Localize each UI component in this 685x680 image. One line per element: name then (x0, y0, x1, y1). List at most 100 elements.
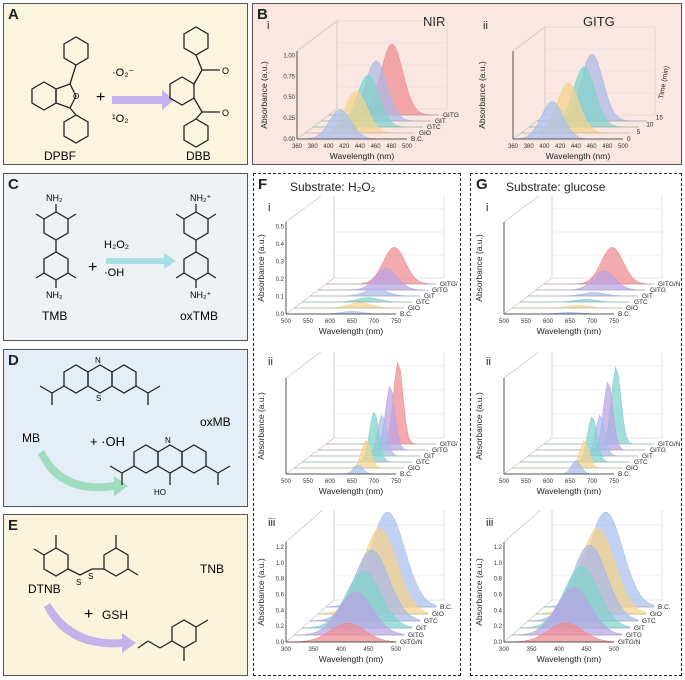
x-tick-label: 500 (391, 647, 402, 653)
series-label: B.C. (400, 471, 413, 478)
subpanel-label: i (486, 202, 489, 214)
series-label: GIO (432, 611, 444, 618)
hydroxyl-label: ·OH (104, 267, 124, 279)
series-label: GITG/N (618, 639, 641, 646)
x-tick-label: 600 (543, 479, 554, 485)
y-tick-label: 0.50 (283, 95, 295, 101)
x-tick-label: 750 (609, 319, 620, 325)
y-tick-label: 1.2 (494, 545, 503, 551)
mb-label: MB (22, 431, 40, 445)
oxygen-atom: O (222, 66, 229, 76)
y-tick-label: 0.4 (276, 608, 285, 614)
x-tick-label: 400 (323, 144, 334, 150)
chart-b-ii: 360 380 400 420 440 460 480 500 Wavelength (nm) A… (477, 26, 671, 161)
x-tick-label: 500 (499, 479, 510, 485)
oxmb-structure (109, 444, 231, 485)
series-label: GTC (424, 618, 438, 625)
imine-label: NH₂⁺ (190, 290, 211, 300)
dbb-label: DBB (186, 149, 211, 163)
oxygen-atom: O (222, 108, 229, 118)
subpanel-label: i (267, 20, 270, 32)
series-label: GTC (634, 299, 648, 306)
x-tick-label: 550 (303, 319, 314, 325)
x-tick-label: 300 (499, 647, 510, 653)
subpanel-label: iii (268, 517, 276, 529)
subpanel-label: i (268, 202, 271, 214)
x-tick-label: 420 (339, 144, 350, 150)
z-tick-label: 10 (646, 122, 654, 129)
y-tick-label: 0.8 (276, 577, 285, 583)
chart-g-ii: 500 550 600 650 700 750 Wavelength (nm) Absorba… (474, 352, 680, 496)
panel-b: B i ii NIR GITG 360 380 400 420 440 460 480 500… (252, 3, 682, 165)
x-tick-label: 700 (587, 479, 598, 485)
chart-f-i: 500 550 600 650 700 750 0.0 0.1 0.2 0.3 0.4 0.5 Wave… (256, 196, 458, 336)
series-area (528, 292, 638, 297)
z-axis-label: Time (min) (658, 65, 671, 99)
nitrogen-atom: N (165, 436, 171, 445)
oxtmb-label: oxTMB (180, 309, 218, 323)
series-label: GITG/N (400, 639, 423, 646)
chart-title: NIR (423, 14, 446, 29)
y-tick-label: 0.5 (276, 225, 285, 231)
subpanel-label: ii (268, 356, 273, 368)
scheme-e: S S DTNB + GSH TNB (28, 535, 224, 661)
series-label: B.C. (400, 311, 413, 318)
x-tick-label: 420 (555, 144, 566, 150)
dpbf-label: DPBF (44, 149, 76, 163)
y-axis-label: Absorbance (a.u.) (474, 234, 484, 302)
x-tick-label: 450 (363, 647, 374, 653)
series-area (511, 587, 623, 636)
series-area (286, 464, 396, 475)
panel-label: F (258, 176, 268, 193)
x-tick-label: 550 (521, 319, 532, 325)
x-tick-label: 500 (499, 319, 510, 325)
y-tick-label: 0.2 (494, 624, 503, 630)
x-tick-label: 380 (524, 144, 535, 150)
x-tick-label: 600 (325, 479, 336, 485)
reaction-arrow (106, 253, 176, 269)
series-label: GITG (650, 287, 666, 294)
series-label: B.C. (618, 471, 631, 478)
nitrogen-atom: N (95, 356, 101, 365)
plus-sign: + (88, 259, 97, 276)
mb-structure (39, 364, 161, 405)
z-tick-label: 5 (637, 129, 641, 136)
panel-label: C (8, 176, 19, 193)
series-area (503, 622, 615, 643)
x-tick-label: 460 (371, 144, 382, 150)
y-axis-label: Absorbance (a.u.) (474, 392, 484, 460)
x-tick-label: 480 (386, 144, 397, 150)
x-axis-label: Wavelength (nm) (546, 151, 611, 161)
x-tick-label: 500 (609, 647, 620, 653)
series-area (294, 302, 404, 309)
panel-g (470, 173, 682, 676)
y-tick-label: 0.8 (494, 577, 503, 583)
series-label: B.C. (658, 604, 671, 611)
series-area (285, 622, 397, 643)
substrate-title: Substrate: H₂O₂ (290, 180, 376, 194)
panel-f (253, 173, 461, 676)
x-tick-label: 500 (281, 479, 292, 485)
series-label: GIO (626, 305, 638, 312)
x-axis-label: Wavelength (nm) (319, 326, 384, 336)
x-tick-label: 750 (609, 479, 620, 485)
x-tick-label: 650 (565, 319, 576, 325)
series-label: GIT (642, 453, 653, 460)
y-tick-label: 0.0 (276, 640, 285, 646)
x-tick-label: 700 (369, 479, 380, 485)
oxtmb-structure (175, 204, 217, 288)
chart-f-iii: 300 350 400 450 500 0.0 0.2 0.4 0.6 0.8 1.0 1.2 Wave… (256, 510, 453, 664)
y-tick-label: 0.25 (283, 116, 295, 122)
series-label: B.C. (618, 311, 631, 318)
series-label: GTC (427, 124, 441, 131)
series-label: GIT (424, 293, 435, 300)
amine-label: NH₂ (46, 193, 63, 203)
chart-g-iii: 300 350 400 450 500 0.0 0.2 0.4 0.6 0.8 1.0 1.2 Wave… (474, 510, 671, 664)
series-label: GTC (416, 299, 430, 306)
series-label: GIO (419, 130, 431, 137)
y-axis-label: Absorbance (a.u.) (477, 61, 487, 129)
x-tick-label: 480 (602, 144, 613, 150)
scheme-d: N S MB + ·OH oxMB N HO (22, 356, 231, 497)
series-area (512, 305, 622, 309)
chart-title: GITG (583, 14, 615, 29)
